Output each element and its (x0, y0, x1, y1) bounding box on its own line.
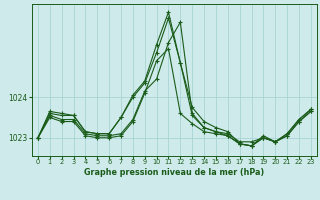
X-axis label: Graphe pression niveau de la mer (hPa): Graphe pression niveau de la mer (hPa) (84, 168, 265, 177)
